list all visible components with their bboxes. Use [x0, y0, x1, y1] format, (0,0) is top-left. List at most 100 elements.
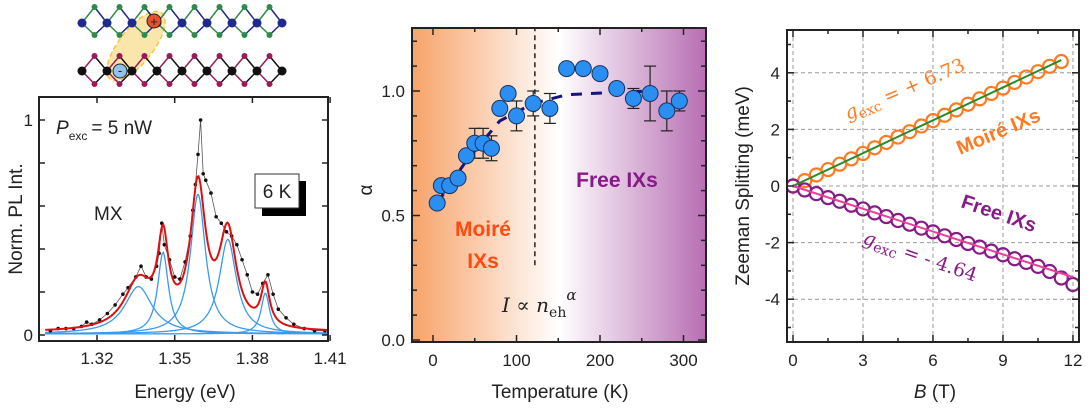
top-chalcogen-atom	[241, 4, 248, 10]
bottom-chalcogen-atom	[266, 81, 273, 87]
top-chalcogen-atom	[141, 4, 148, 10]
heterobilayer-schematic: +-	[77, 4, 287, 87]
hole-icon	[146, 13, 162, 29]
pl-spectrum-panel: 1.32 1.35 1.38 1.41 0 1 Norm. PL Int. Energy …	[6, 96, 347, 403]
measured-point	[198, 118, 203, 122]
x-tick-label: 12	[1063, 351, 1082, 370]
y-tick-label: 0.5	[381, 207, 405, 226]
electron-symbol: -	[118, 63, 122, 78]
alpha-data-point	[558, 60, 576, 78]
temperature-badge: 6 K	[254, 173, 306, 216]
fit-component-5	[45, 292, 327, 335]
measured-point	[255, 292, 260, 296]
measured-point	[284, 316, 288, 320]
pl-plot-frame	[38, 96, 329, 342]
top-chalcogen-atom	[91, 4, 98, 10]
bottom-chalcogen-atom	[166, 81, 173, 87]
top-chalcogen-atom	[266, 4, 273, 10]
bottom-metal-atom	[77, 66, 87, 76]
moire-zeeman-point	[948, 102, 964, 118]
top-chalcogen-atom	[191, 32, 198, 38]
top-metal-atom	[177, 18, 187, 28]
alpha-data-point	[541, 99, 559, 117]
alpha-data-point	[608, 80, 626, 98]
y-tick-label: -2	[765, 234, 780, 253]
bottom-chalcogen-atom	[216, 53, 223, 59]
top-metal-atom	[127, 18, 137, 28]
measured-point	[201, 171, 205, 176]
alpha-data-point	[457, 147, 475, 165]
alpha-data-point	[574, 60, 592, 78]
y-tick-label: 1	[24, 111, 33, 130]
x-tick-label: 3	[858, 351, 867, 370]
measured-point	[214, 214, 218, 219]
alpha-data-point	[428, 194, 446, 212]
alpha-data-point	[658, 102, 676, 120]
power-annotation: Pexc = 5 nW	[56, 118, 152, 143]
top-chalcogen-atom	[116, 32, 123, 38]
top-chalcogen-atom	[91, 32, 98, 38]
alpha-data-point	[591, 65, 609, 83]
bottom-chalcogen-atom	[241, 53, 248, 59]
x-tick-label: 0	[428, 351, 437, 370]
bottom-metal-atom	[202, 66, 212, 76]
field-x-label: B (T)	[914, 382, 956, 403]
power-law-formula: I ∝ nehα	[501, 286, 577, 321]
y-tick-label: -4	[765, 290, 780, 309]
top-chalcogen-atom	[191, 4, 198, 10]
svg-text:6 K: 6 K	[263, 182, 292, 203]
alpha-y-label: α	[356, 184, 377, 195]
moire-zeeman-point	[995, 80, 1011, 96]
measured-point	[292, 322, 296, 327]
electron-icon	[112, 63, 128, 79]
moire-zeeman-point	[855, 145, 871, 162]
x-tick-label: 1.35	[158, 349, 191, 368]
alpha-data-point	[624, 89, 642, 107]
top-chalcogen-atom	[141, 32, 148, 38]
bottom-metal-atom	[127, 66, 137, 76]
x-tick-label: 1.32	[80, 349, 113, 368]
measured-point	[245, 273, 250, 277]
top-metal-atom	[102, 18, 112, 28]
y-tick-label: 2	[771, 120, 780, 139]
alpha-data-point	[491, 99, 509, 117]
top-chalcogen-atom	[241, 32, 248, 38]
bottom-chalcogen-atom	[91, 53, 98, 59]
zeeman-y-label: Zeeman Splitting (meV)	[733, 86, 754, 286]
x-tick-label: 9	[998, 351, 1007, 370]
pl-x-label: Energy (eV)	[134, 382, 235, 403]
free-region-label: Free IXs	[576, 169, 658, 192]
measured-point	[203, 178, 208, 182]
top-metal-atom	[77, 18, 87, 28]
alpha-data-point	[482, 139, 500, 157]
measured-point	[276, 307, 281, 312]
bottom-chalcogen-atom	[216, 81, 223, 87]
y-tick-label: 1.0	[381, 82, 405, 101]
y-tick-label: 0	[771, 177, 780, 196]
x-tick-label: 0	[788, 351, 797, 370]
free-zeeman-point	[1065, 276, 1078, 293]
alpha-panel: 0 100 200 300 0.0 0.5 1.0 α Temperature (K) Mo…	[356, 27, 707, 403]
y-tick-label: 0	[24, 326, 33, 345]
measured-point	[235, 242, 239, 247]
x-tick-label: 1.41	[314, 349, 347, 368]
top-chalcogen-atom	[266, 32, 273, 38]
top-chalcogen-atom	[216, 32, 223, 38]
alpha-data-point	[670, 92, 688, 110]
bottom-chalcogen-atom	[141, 81, 148, 87]
measured-point	[266, 273, 270, 277]
free-zeeman-point	[1053, 270, 1069, 286]
alpha-data-point	[641, 84, 659, 102]
measured-point	[139, 264, 143, 269]
measured-point	[224, 230, 229, 234]
x-tick-label: 100	[502, 351, 530, 370]
temperature-x-label: Temperature (K)	[491, 382, 628, 403]
bottom-metal-atom	[102, 66, 112, 76]
x-tick-label: 6	[928, 351, 937, 370]
moire-zeeman-point	[902, 124, 918, 140]
bottom-metal-atom	[177, 66, 187, 76]
x-tick-label: 200	[586, 351, 614, 370]
alpha-data-point	[508, 107, 525, 125]
measured-point	[219, 221, 224, 225]
